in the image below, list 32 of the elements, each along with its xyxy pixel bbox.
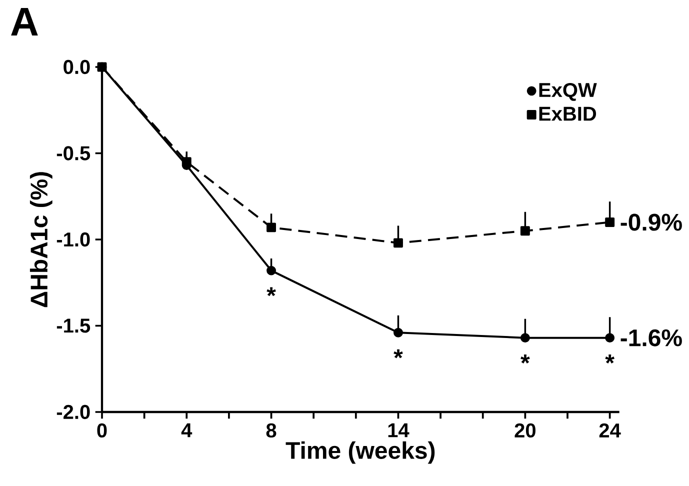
x-tick-label: 14 bbox=[388, 423, 410, 438]
y-tick-label: -1.0 bbox=[56, 232, 90, 247]
x-tick-label: 20 bbox=[514, 423, 536, 438]
point bbox=[520, 333, 530, 343]
y-tick-label: -2.0 bbox=[56, 404, 90, 420]
legend-label: ExBID bbox=[539, 106, 596, 121]
y-tick-label: -1.5 bbox=[56, 318, 90, 333]
point bbox=[266, 266, 276, 276]
point bbox=[97, 62, 107, 72]
data-label: -1.6% bbox=[620, 329, 682, 346]
x-tick-label: 4 bbox=[181, 423, 192, 438]
point bbox=[393, 238, 403, 248]
point bbox=[520, 226, 530, 236]
point bbox=[266, 222, 276, 232]
annotation: * bbox=[394, 349, 403, 358]
data-label: -0.9% bbox=[620, 214, 682, 231]
annotation: * bbox=[520, 354, 530, 364]
y-tick-label: 0.0 bbox=[64, 60, 90, 74]
point bbox=[182, 157, 192, 167]
legend-label: ExQW bbox=[539, 82, 597, 101]
chart-title: A bbox=[11, 8, 38, 36]
x-tick-label: 0 bbox=[97, 423, 107, 438]
annotation: * bbox=[605, 354, 614, 364]
annotation: * bbox=[266, 287, 276, 296]
point bbox=[393, 328, 403, 338]
x-tick-label: 24 bbox=[599, 423, 621, 438]
x-tick-label: 8 bbox=[266, 423, 276, 438]
point bbox=[605, 218, 615, 227]
y-axis-title: ΔHbA1c (%) bbox=[30, 172, 52, 308]
point bbox=[605, 333, 615, 343]
x-axis-title: Time (weeks) bbox=[286, 441, 435, 464]
y-tick-label: -0.5 bbox=[56, 146, 90, 160]
